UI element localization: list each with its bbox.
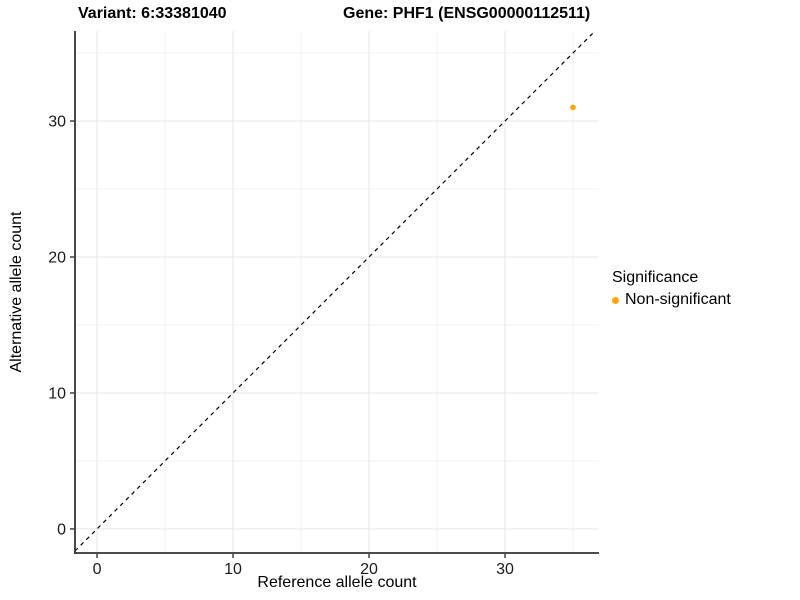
x-axis-title: Reference allele count: [257, 574, 417, 591]
gene-title: Gene: PHF1 (ENSG00000112511): [343, 5, 591, 22]
svg-text:0: 0: [93, 561, 102, 578]
gridlines: [75, 31, 599, 553]
legend-point-icon: [612, 296, 619, 304]
data-points: [570, 104, 576, 111]
legend-title: Significance: [612, 269, 699, 286]
svg-text:0: 0: [57, 521, 66, 538]
x-axis-ticks: 0 10 20 30: [93, 554, 514, 578]
identity-line: [74, 30, 596, 552]
svg-text:30: 30: [496, 561, 514, 578]
svg-text:30: 30: [48, 114, 66, 131]
svg-text:20: 20: [48, 249, 66, 266]
legend-item-non-significant: Non-significant: [612, 290, 731, 310]
y-axis-ticks: 0 10 20 30: [48, 114, 74, 538]
y-axis-title: Alternative allele count: [8, 211, 25, 373]
svg-text:10: 10: [48, 385, 66, 402]
data-point: [570, 104, 576, 111]
variant-title: Variant: 6:33381040: [78, 5, 227, 22]
legend-item-label: Non-significant: [625, 291, 731, 308]
svg-text:10: 10: [224, 561, 242, 578]
legend: Significance Non-significant: [612, 268, 731, 310]
svg-text:20: 20: [360, 561, 378, 578]
